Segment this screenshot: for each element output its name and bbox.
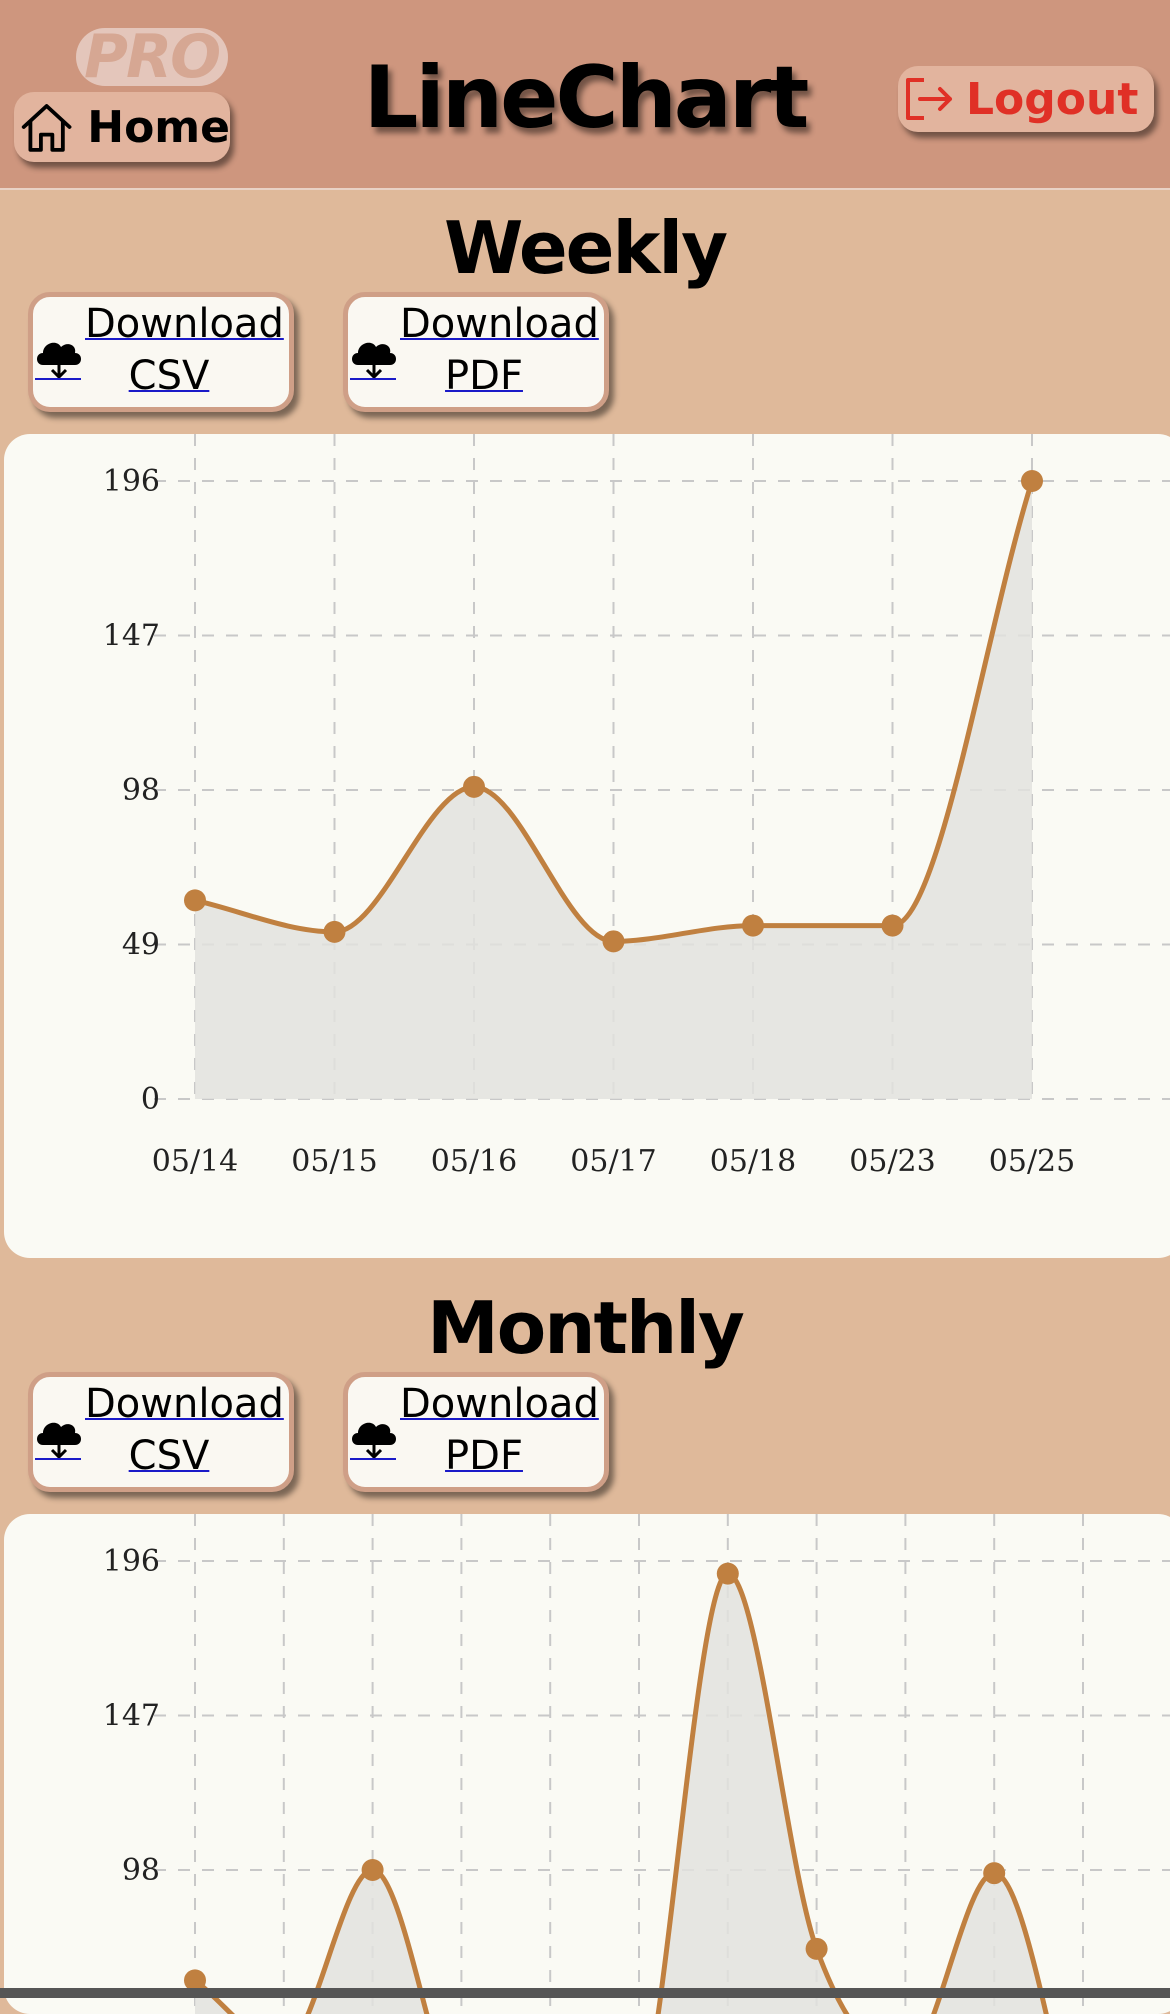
data-point[interactable] <box>602 930 625 953</box>
monthly-download-pdf-button[interactable]: Download PDF <box>343 1372 609 1492</box>
home-icon <box>21 104 72 152</box>
data-point[interactable] <box>361 1859 384 1881</box>
csv-label: CSV <box>128 353 210 399</box>
cloud-download-icon <box>35 1422 81 1460</box>
x-tick-label: 05/17 <box>570 1144 656 1179</box>
y-tick-label: 147 <box>103 1699 160 1734</box>
area-fill <box>195 481 1032 1099</box>
x-tick-label: 05/18 <box>710 1144 796 1179</box>
logo-text: PRO <box>84 28 221 86</box>
x-tick-label: 05/16 <box>431 1144 517 1179</box>
y-tick-label: 49 <box>122 928 160 963</box>
download-label: Download <box>400 1381 599 1427</box>
x-tick-label: 05/25 <box>989 1144 1075 1179</box>
y-tick-label: 196 <box>103 1544 160 1579</box>
data-point[interactable] <box>1021 470 1043 492</box>
data-point[interactable] <box>805 1937 828 1960</box>
pdf-label: PDF <box>445 353 523 399</box>
logout-label: Logout <box>966 73 1139 125</box>
x-tick-label: 05/14 <box>152 1144 238 1179</box>
weekly-line-chart: 196 147 98 49 0 05/14 05/15 05/16 05/17 05/18 05/2… <box>103 434 1170 1179</box>
download-label: Download <box>85 1381 284 1427</box>
y-tick-label: 98 <box>122 773 160 808</box>
data-point[interactable] <box>881 914 904 937</box>
cloud-download-icon <box>350 342 396 380</box>
logout-icon <box>906 78 952 120</box>
home-label: Home <box>87 101 230 153</box>
cloud-download-icon <box>350 1422 396 1460</box>
app-header: PRO Home LineChart Logout <box>0 0 1170 190</box>
data-point[interactable] <box>716 1562 739 1585</box>
csv-label: CSV <box>128 1433 210 1479</box>
monthly-download-csv-button[interactable]: Download CSV <box>28 1372 294 1492</box>
y-tick-label: 0 <box>141 1082 160 1117</box>
monthly-title: Monthly <box>427 1286 745 1370</box>
download-label: Download <box>85 301 284 347</box>
data-point[interactable] <box>184 1969 206 1992</box>
cloud-download-icon <box>35 342 81 380</box>
weekly-download-pdf-button[interactable]: Download PDF <box>343 292 609 412</box>
home-button[interactable]: Home <box>14 92 230 162</box>
y-tick-label: 98 <box>122 1853 160 1888</box>
x-tick-label: 05/15 <box>291 1144 377 1179</box>
y-tick-label: 196 <box>103 464 160 499</box>
bottom-bar <box>0 1988 1170 1998</box>
download-label: Download <box>400 301 599 347</box>
weekly-download-csv-button[interactable]: Download CSV <box>28 292 294 412</box>
monthly-line-chart: 196 147 98 <box>103 1514 1170 2014</box>
area-fill <box>195 1573 1047 2014</box>
weekly-title: Weekly <box>443 206 728 290</box>
x-tick-label: 05/23 <box>849 1144 935 1179</box>
pro-logo: PRO <box>76 28 228 86</box>
pdf-label: PDF <box>445 1433 523 1479</box>
page-title: LineChart <box>363 48 810 148</box>
y-tick-label: 147 <box>103 619 160 654</box>
data-point[interactable] <box>463 775 485 798</box>
data-point[interactable] <box>323 920 346 943</box>
weekly-chart-card: 196 147 98 49 0 05/14 05/15 05/16 05/17 05/18 05/2… <box>4 434 1170 1258</box>
data-point[interactable] <box>184 889 206 912</box>
data-point[interactable] <box>983 1862 1006 1885</box>
logout-button[interactable]: Logout <box>898 66 1154 132</box>
monthly-chart-card: 196 147 98 <box>4 1514 1170 2014</box>
data-point[interactable] <box>742 914 764 937</box>
